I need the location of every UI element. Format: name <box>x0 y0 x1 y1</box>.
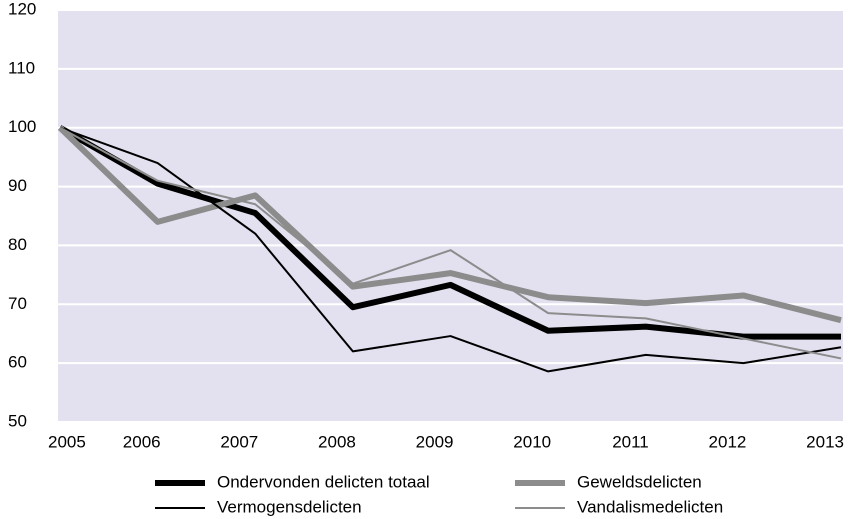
x-tick-label: 2005 <box>48 432 86 451</box>
legend-label: Vermogensdelicten <box>217 497 362 516</box>
y-tick-label: 110 <box>8 58 35 77</box>
x-tick-label: 2009 <box>416 432 454 451</box>
series-line <box>59 126 842 360</box>
y-tick-label: 70 <box>8 294 27 313</box>
legend-label: Vandalismedelicten <box>577 497 723 516</box>
y-tick-label: 60 <box>8 353 27 372</box>
y-tick-label: 50 <box>8 411 27 430</box>
x-tick-label: 2006 <box>123 432 161 451</box>
x-tick-label: 2008 <box>318 432 356 451</box>
legend-label: Ondervonden delicten totaal <box>217 472 430 491</box>
series-line <box>58 125 841 340</box>
x-tick-label: 2012 <box>709 432 747 451</box>
y-tick-label: 90 <box>8 176 27 195</box>
legend-label: Geweldsdelicten <box>577 472 702 491</box>
x-tick-label: 2011 <box>612 432 649 451</box>
x-tick-label: 2010 <box>513 432 551 451</box>
y-tick-label: 100 <box>8 117 36 136</box>
y-tick-label: 80 <box>8 235 27 254</box>
y-tick-label: 120 <box>8 0 36 18</box>
x-tick-label: 2013 <box>806 432 844 451</box>
x-tick-label: 2007 <box>220 432 258 451</box>
series-line <box>59 126 842 373</box>
series-line <box>57 125 842 324</box>
